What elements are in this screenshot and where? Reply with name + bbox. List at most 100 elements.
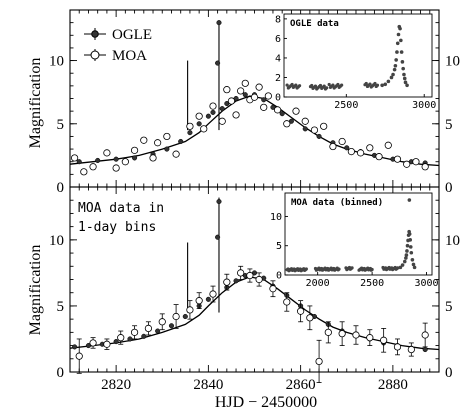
inset-point bbox=[409, 250, 414, 255]
bottom-ytick-label-left: 5 bbox=[57, 299, 65, 315]
inset-point bbox=[408, 238, 413, 242]
top-moa-point bbox=[421, 163, 429, 171]
top-ytick-label-left: 10 bbox=[49, 54, 64, 70]
bottom-ytick-label-left: 10 bbox=[49, 233, 64, 249]
bottom-moa-point bbox=[407, 345, 415, 354]
inset-point bbox=[411, 262, 416, 267]
top-moa-point bbox=[412, 158, 420, 166]
inset-point bbox=[401, 66, 405, 71]
inset-point bbox=[405, 83, 409, 88]
top-panel: 0 0 5 5 10 10 OGLE MOA 0 2 4 6 8 2500 3000 OGLE data bbox=[49, 9, 460, 196]
top-moa-point bbox=[310, 126, 319, 134]
inset-point bbox=[405, 243, 410, 248]
top-ogle-point bbox=[344, 145, 350, 151]
inset-point bbox=[318, 83, 323, 88]
inset-point bbox=[389, 75, 394, 80]
top-ogle-point bbox=[95, 157, 101, 163]
inset-point bbox=[383, 82, 388, 87]
top-moa-point bbox=[384, 141, 392, 149]
top-ogle-point bbox=[316, 133, 322, 139]
bottom-moa-point bbox=[315, 357, 323, 366]
bottom-moa-point bbox=[393, 343, 402, 351]
top-moa-point bbox=[149, 154, 157, 162]
bottom-moa-point bbox=[297, 307, 305, 315]
panel-annotation: MOA data in bbox=[78, 201, 164, 216]
top-moa-point bbox=[71, 154, 79, 162]
inset-point bbox=[290, 82, 294, 87]
bottom-inset-title: MOA data (binned) bbox=[291, 197, 383, 208]
bottom-ytick-label-right: 0 bbox=[445, 365, 453, 381]
bottom-moa-point bbox=[89, 339, 97, 347]
bottom-moa-point bbox=[75, 352, 83, 360]
top-moa-point bbox=[347, 148, 355, 156]
top-moa-point bbox=[227, 97, 236, 105]
inset-point bbox=[402, 259, 407, 264]
top-ytick-label-right: 5 bbox=[445, 117, 453, 133]
bottom-moa-point bbox=[172, 312, 180, 321]
bottom-moa-point bbox=[195, 297, 203, 305]
top-moa-point bbox=[356, 149, 365, 157]
bottom-ogle-point bbox=[422, 346, 428, 353]
inset-point bbox=[399, 50, 404, 54]
top-moa-point bbox=[366, 144, 374, 152]
inset-point bbox=[370, 267, 374, 272]
top-moa-point bbox=[186, 122, 194, 130]
top-moa-point bbox=[209, 102, 217, 110]
top-ogle-point bbox=[205, 113, 211, 119]
top-moa-point bbox=[103, 149, 111, 157]
top-moa-point bbox=[338, 137, 346, 146]
inset-point bbox=[407, 198, 412, 202]
bottom-y-axis-label: Magnification bbox=[27, 245, 44, 336]
bottom-moa-point bbox=[117, 334, 125, 342]
top-ogle-point bbox=[132, 155, 138, 161]
bottom-moa-point bbox=[366, 334, 374, 342]
inset-point bbox=[294, 83, 298, 87]
bottom-moa-point bbox=[421, 331, 429, 339]
top-moa-point bbox=[292, 107, 300, 115]
bottom-ogle-point bbox=[216, 198, 222, 205]
top-moa-point bbox=[260, 103, 268, 111]
bottom-moa-point bbox=[324, 328, 332, 336]
inset-xtick-label: 3000 bbox=[412, 100, 436, 111]
legend: OGLE MOA bbox=[84, 27, 152, 64]
top-moa-point bbox=[255, 83, 263, 91]
inset-point bbox=[410, 257, 415, 262]
top-moa-point bbox=[140, 136, 148, 144]
inset-point bbox=[340, 83, 344, 87]
inset-point bbox=[404, 256, 408, 260]
inset-point bbox=[364, 81, 368, 86]
top-moa-point bbox=[403, 160, 411, 168]
inset-ytick-label: 0 bbox=[276, 271, 282, 282]
top-ytick-label-right: 0 bbox=[445, 180, 453, 196]
bottom-moa-point bbox=[269, 285, 277, 293]
inset-point bbox=[285, 83, 289, 87]
top-moa-point bbox=[112, 164, 120, 172]
top-moa-point bbox=[320, 122, 328, 130]
bottom-ogle-point bbox=[72, 344, 78, 350]
top-moa-point bbox=[172, 150, 180, 158]
bottom-moa-point bbox=[237, 269, 245, 277]
bottom-ogle-point bbox=[155, 328, 161, 334]
bottom-moa-point bbox=[246, 271, 254, 280]
bottom-xtick-label: 2820 bbox=[101, 377, 131, 393]
inset-point bbox=[399, 38, 403, 43]
top-moa-point bbox=[163, 132, 171, 141]
bottom-ogle-point bbox=[182, 313, 188, 320]
bottom-moa-point bbox=[186, 306, 194, 314]
top-ogle-point bbox=[219, 106, 225, 112]
inset-point bbox=[331, 83, 335, 87]
inset-point bbox=[395, 41, 400, 46]
inset-point bbox=[403, 80, 408, 85]
bottom-moa-point bbox=[352, 331, 360, 339]
bottom-ytick-label-right: 10 bbox=[445, 233, 460, 249]
top-ogle-point bbox=[242, 92, 248, 98]
bottom-moa-point bbox=[209, 290, 217, 298]
top-moa-point bbox=[223, 86, 231, 94]
x-axis-label: HJD − 2450000 bbox=[215, 394, 317, 411]
bottom-moa-point bbox=[223, 278, 231, 286]
bottom-ogle-point bbox=[233, 278, 239, 284]
inset-ytick-label: 0 bbox=[275, 93, 281, 104]
bottom-xtick-label: 2860 bbox=[286, 377, 316, 393]
top-moa-point bbox=[89, 163, 97, 171]
inset-point bbox=[337, 267, 341, 271]
